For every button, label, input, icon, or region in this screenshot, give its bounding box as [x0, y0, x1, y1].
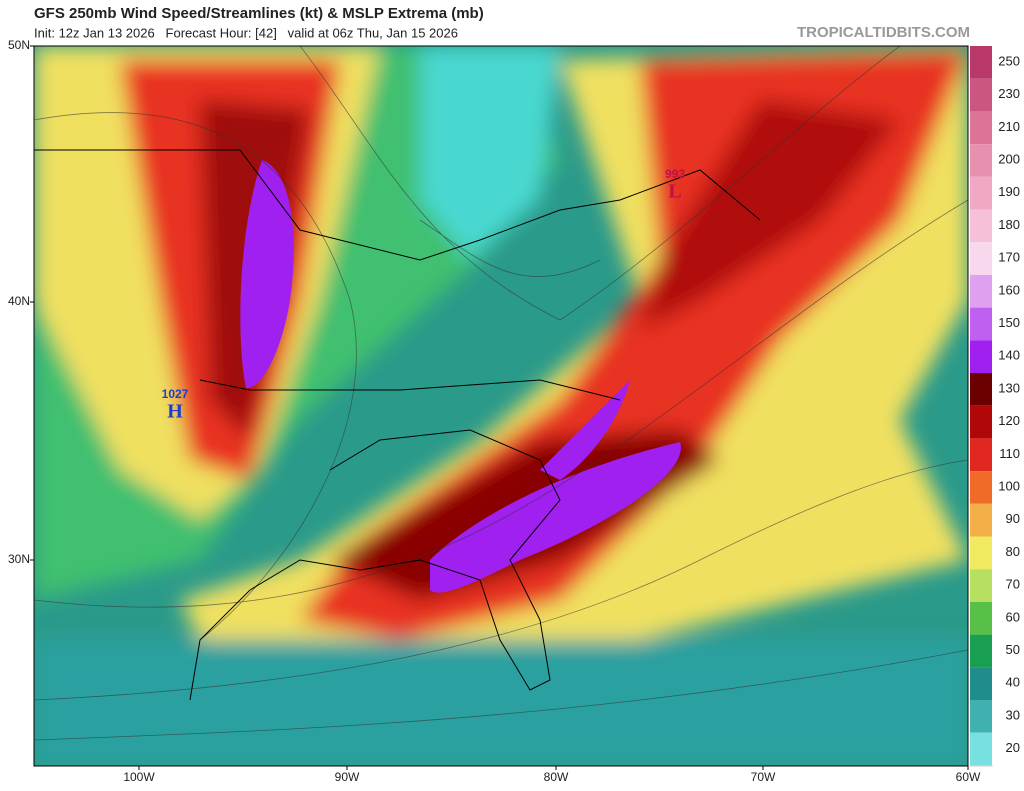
colorbar-swatch: [970, 144, 992, 177]
colorbar-label: 140: [998, 348, 1020, 363]
longitude-label: 100W: [123, 770, 155, 784]
colorbar-swatch: [970, 373, 992, 406]
pressure-value: 1027: [162, 387, 189, 401]
longitude-label: 90W: [335, 770, 360, 784]
colorbar-label: 30: [1006, 707, 1020, 722]
wind-field: [34, 46, 968, 766]
colorbar-label: 110: [999, 446, 1020, 461]
latitude-label: 40N: [8, 294, 30, 308]
map-frame: [33, 45, 969, 767]
colorbar-swatch: [970, 340, 992, 373]
colorbar-label: 180: [998, 217, 1020, 232]
colorbar-label: 160: [998, 282, 1020, 297]
title: GFS 250mb Wind Speed/Streamlines (kt) & …: [34, 5, 484, 22]
colorbar-swatch: [970, 601, 992, 635]
colorbar-label: 250: [998, 53, 1020, 68]
longitude-label: 60W: [956, 770, 981, 784]
credit: TROPICALTIDBITS.COM: [797, 24, 970, 41]
colorbar-swatch: [970, 111, 992, 145]
colorbar-label: 170: [998, 250, 1020, 265]
colorbar-swatch: [970, 471, 992, 504]
colorbar-swatch: [970, 438, 992, 472]
colorbar-label: 150: [998, 315, 1020, 330]
colorbar-label: 230: [998, 86, 1020, 101]
colorbar-swatch: [969, 764, 993, 767]
colorbar-swatch: [970, 46, 992, 79]
colorbar-swatch: [970, 209, 992, 243]
colorbar-label: 60: [1006, 609, 1020, 624]
colorbar-label: 70: [1006, 577, 1020, 592]
colorbar-label: 80: [1006, 544, 1020, 559]
pressure-center: H: [167, 401, 183, 423]
colorbar-label: 90: [1006, 511, 1020, 526]
colorbar-swatch: [970, 667, 992, 700]
longitude-label: 70W: [751, 770, 776, 784]
colorbar-swatch: [970, 242, 992, 275]
latitude-label: 50N: [8, 38, 30, 52]
colorbar-swatch: [970, 405, 992, 439]
colorbar-label: 190: [998, 184, 1020, 199]
colorbar-label: 20: [1006, 740, 1020, 755]
colorbar-label: 130: [998, 380, 1020, 395]
colorbar-swatch: [970, 732, 992, 766]
colorbar-swatch: [970, 700, 992, 733]
longitude-label: 80W: [544, 770, 569, 784]
colorbar-label: 50: [1006, 642, 1020, 657]
colorbar-swatch: [970, 634, 992, 668]
latitude-label: 30N: [8, 552, 30, 566]
colorbar-swatch: [970, 307, 992, 341]
pressure-center: L: [668, 181, 681, 203]
colorbar-label: 100: [998, 479, 1020, 494]
colorbar-swatch: [970, 274, 992, 308]
subtitle: Init: 12z Jan 13 2026 Forecast Hour: [42…: [34, 25, 458, 40]
colorbar-label: 210: [998, 119, 1020, 134]
colorbar-swatch: [970, 78, 992, 112]
colorbar-label: 40: [1006, 675, 1020, 690]
colorbar-swatch: [970, 176, 992, 210]
colorbar-label: 200: [998, 152, 1020, 167]
colorbar-label: 120: [998, 413, 1020, 428]
colorbar-swatch: [970, 536, 992, 570]
colorbar-swatch: [970, 569, 992, 602]
pressure-value: 993: [665, 167, 685, 181]
colorbar-swatch: [970, 503, 992, 537]
